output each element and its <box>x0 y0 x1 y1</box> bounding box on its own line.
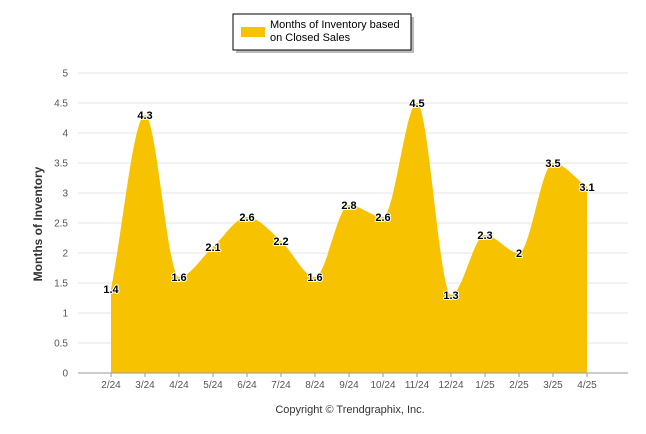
y-tick-label: 3 <box>62 189 68 200</box>
x-tick-label: 11/24 <box>405 380 430 391</box>
data-label: 2.6 <box>239 212 254 224</box>
x-tick-label: 4/24 <box>169 380 189 391</box>
x-tick-label: 2/24 <box>101 380 121 391</box>
legend-label-line-2: on Closed Sales <box>270 32 351 44</box>
data-label: 2.1 <box>205 242 220 254</box>
area-series <box>111 103 587 373</box>
y-tick-labels: 0 0.5 1 1.5 2 2.5 3 3.5 4 4.5 5 <box>54 69 68 380</box>
x-tick-label: 4/25 <box>577 380 597 391</box>
data-label: 3.1 <box>579 182 594 194</box>
data-label: 1.6 <box>171 272 186 284</box>
x-tick-label: 12/24 <box>438 380 463 391</box>
data-label: 1.3 <box>443 290 458 302</box>
x-tick-label: 5/24 <box>203 380 223 391</box>
y-tick-label: 5 <box>62 69 68 80</box>
x-tick-label: 6/24 <box>237 380 257 391</box>
y-tick-label: 4 <box>62 129 68 140</box>
x-tick-label: 1/25 <box>475 380 495 391</box>
x-tick-label: 2/25 <box>509 380 529 391</box>
data-label: 2 <box>516 248 522 260</box>
data-label: 1.6 <box>307 272 322 284</box>
x-tick-label: 10/24 <box>370 380 395 391</box>
y-tick-label: 0.5 <box>54 339 68 350</box>
x-tick-label: 9/24 <box>339 380 359 391</box>
legend[interactable]: Months of Inventory based on Closed Sale… <box>232 13 414 53</box>
x-tick-label: 8/24 <box>305 380 325 391</box>
data-label: 1.4 <box>103 284 119 296</box>
y-tick-label: 0 <box>62 369 68 380</box>
y-tick-label: 2 <box>62 249 68 260</box>
y-tick-label: 1 <box>62 309 68 320</box>
copyright-text: Copyright © Trendgraphix, Inc. <box>275 404 424 416</box>
y-tick-label: 2.5 <box>54 219 68 230</box>
data-label: 4.5 <box>409 98 424 110</box>
y-axis-title: Months of Inventory <box>31 166 45 281</box>
data-label: 2.3 <box>477 230 492 242</box>
data-label: 2.8 <box>341 200 356 212</box>
x-tick-label: 7/24 <box>271 380 291 391</box>
x-tick-labels: 2/24 3/24 4/24 5/24 6/24 7/24 8/24 9/24 10/24 11/… <box>101 380 597 391</box>
data-label: 4.3 <box>137 110 152 122</box>
x-tick-label: 3/24 <box>135 380 155 391</box>
series-area <box>111 103 587 373</box>
y-tick-label: 3.5 <box>54 159 68 170</box>
y-tick-label: 4.5 <box>54 99 68 110</box>
data-label: 2.2 <box>273 236 288 248</box>
x-tick-label: 3/25 <box>543 380 563 391</box>
data-label: 3.5 <box>545 158 560 170</box>
axes <box>78 372 628 377</box>
y-tick-label: 1.5 <box>54 279 68 290</box>
data-labels: 1.4 4.3 1.6 2.1 2.6 2.2 1.6 2.8 2.6 4.5 1.3 2.3 2 3.5… <box>102 97 595 303</box>
legend-label-line-1: Months of Inventory based <box>270 19 400 31</box>
data-label: 2.6 <box>375 212 390 224</box>
legend-swatch <box>241 27 265 37</box>
